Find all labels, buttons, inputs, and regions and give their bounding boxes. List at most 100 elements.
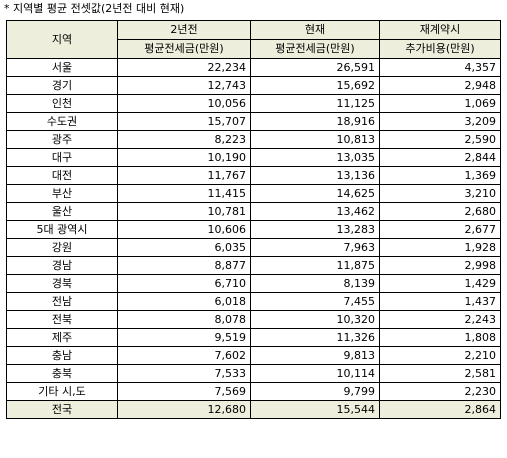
region-cell: 인천 [6, 94, 118, 113]
current-price-cell: 15,692 [250, 76, 380, 95]
header-extra-bottom: 추가비용(만원) [379, 39, 501, 59]
region-cell: 강원 [6, 238, 118, 257]
before-price-cell: 7,533 [117, 364, 251, 383]
region-cell: 광주 [6, 130, 118, 149]
current-price-cell: 10,813 [250, 130, 380, 149]
table-row: 전북 8,078 10,320 2,243 [6, 310, 501, 329]
region-cell: 대구 [6, 148, 118, 167]
extra-cost-cell: 1,928 [379, 238, 501, 257]
header-now-top: 현재 [250, 20, 380, 40]
before-price-cell: 10,190 [117, 148, 251, 167]
before-price-cell: 11,767 [117, 166, 251, 185]
table-row: 서울 22,234 26,591 4,357 [6, 58, 501, 77]
extra-cost-cell: 2,677 [379, 220, 501, 239]
before-price-cell: 8,223 [117, 130, 251, 149]
before-price-cell: 10,606 [117, 220, 251, 239]
extra-cost-cell: 2,998 [379, 256, 501, 275]
current-price-cell: 10,114 [250, 364, 380, 383]
extra-cost-cell: 1,429 [379, 274, 501, 293]
region-cell: 경북 [6, 274, 118, 293]
region-cell: 기타 시,도 [6, 382, 118, 401]
before-price-cell: 8,877 [117, 256, 251, 275]
current-price-cell: 26,591 [250, 58, 380, 77]
before-price-cell: 6,035 [117, 238, 251, 257]
current-price-cell: 7,455 [250, 292, 380, 311]
header-row-bottom: 평균전세금(만원) 평균전세금(만원) 추가비용(만원) [7, 39, 501, 59]
header-region: 지역 [6, 20, 118, 59]
region-cell: 제주 [6, 328, 118, 347]
header-before-top: 2년전 [117, 20, 251, 40]
jeonse-price-table: 지역 2년전 현재 재계약시 평균전세금(만원) 평균전세금(만원) 추가비용(… [6, 20, 501, 419]
table-row: 부산 11,415 14,625 3,210 [6, 184, 501, 203]
extra-cost-cell: 4,357 [379, 58, 501, 77]
current-price-cell: 11,125 [250, 94, 380, 113]
table-row: 제주 9,519 11,326 1,808 [6, 328, 501, 347]
table-row: 울산 10,781 13,462 2,680 [6, 202, 501, 221]
current-price-cell: 11,875 [250, 256, 380, 275]
before-price-cell: 10,781 [117, 202, 251, 221]
table-row: 기타 시,도 7,569 9,799 2,230 [6, 382, 501, 401]
table-row: 충북 7,533 10,114 2,581 [6, 364, 501, 383]
before-price-cell: 11,415 [117, 184, 251, 203]
current-price-cell: 14,625 [250, 184, 380, 203]
current-price-cell: 13,283 [250, 220, 380, 239]
current-price-cell: 13,136 [250, 166, 380, 185]
current-price-cell: 9,813 [250, 346, 380, 365]
current-price-cell: 9,799 [250, 382, 380, 401]
table-caption: * 지역별 평균 전셋값(2년전 대비 현재) [4, 2, 185, 15]
header-extra-top: 재계약시 [379, 20, 501, 40]
current-price-cell: 13,035 [250, 148, 380, 167]
before-price-cell: 12,743 [117, 76, 251, 95]
current-price-cell: 18,916 [250, 112, 380, 131]
table-row: 수도권 15,707 18,916 3,209 [6, 112, 501, 131]
region-cell: 경남 [6, 256, 118, 275]
before-price-cell: 6,710 [117, 274, 251, 293]
extra-cost-cell: 3,210 [379, 184, 501, 203]
region-cell: 5대 광역시 [6, 220, 118, 239]
table-body: 서울 22,234 26,591 4,357 경기 12,743 15,692 2,948 인천… [6, 58, 501, 419]
header-now-bottom: 평균전세금(만원) [250, 39, 380, 59]
before-price-cell: 6,018 [117, 292, 251, 311]
table-header: 지역 2년전 현재 재계약시 평균전세금(만원) 평균전세금(만원) 추가비용(… [6, 20, 501, 59]
current-price-cell: 10,320 [250, 310, 380, 329]
before-price-cell: 8,078 [117, 310, 251, 329]
table-row: 경기 12,743 15,692 2,948 [6, 76, 501, 95]
region-cell: 전북 [6, 310, 118, 329]
table-row: 대구 10,190 13,035 2,844 [6, 148, 501, 167]
current-price-cell: 8,139 [250, 274, 380, 293]
extra-cost-cell: 2,210 [379, 346, 501, 365]
extra-cost-cell: 2,948 [379, 76, 501, 95]
current-price-cell: 15,544 [250, 400, 380, 419]
current-price-cell: 13,462 [250, 202, 380, 221]
header-before-bottom: 평균전세금(만원) [117, 39, 251, 59]
table-row: 전남 6,018 7,455 1,437 [6, 292, 501, 311]
extra-cost-cell: 2,864 [379, 400, 501, 419]
table-row: 경남 8,877 11,875 2,998 [6, 256, 501, 275]
region-cell: 전남 [6, 292, 118, 311]
table-row: 충남 7,602 9,813 2,210 [6, 346, 501, 365]
extra-cost-cell: 1,369 [379, 166, 501, 185]
region-cell: 서울 [6, 58, 118, 77]
extra-cost-cell: 1,437 [379, 292, 501, 311]
extra-cost-cell: 1,069 [379, 94, 501, 113]
table-row: 5대 광역시 10,606 13,283 2,677 [6, 220, 501, 239]
current-price-cell: 7,963 [250, 238, 380, 257]
extra-cost-cell: 3,209 [379, 112, 501, 131]
before-price-cell: 15,707 [117, 112, 251, 131]
table-row: 대전 11,767 13,136 1,369 [6, 166, 501, 185]
table-row: 강원 6,035 7,963 1,928 [6, 238, 501, 257]
region-cell: 충남 [6, 346, 118, 365]
header-row-top: 지역 2년전 현재 재계약시 [6, 20, 501, 59]
table-row: 경북 6,710 8,139 1,429 [6, 274, 501, 293]
table-row: 광주 8,223 10,813 2,590 [6, 130, 501, 149]
extra-cost-cell: 2,581 [379, 364, 501, 383]
total-row: 전국 12,680 15,544 2,864 [6, 400, 501, 419]
extra-cost-cell: 2,230 [379, 382, 501, 401]
before-price-cell: 7,569 [117, 382, 251, 401]
region-cell: 부산 [6, 184, 118, 203]
before-price-cell: 12,680 [117, 400, 251, 419]
extra-cost-cell: 2,243 [379, 310, 501, 329]
extra-cost-cell: 1,808 [379, 328, 501, 347]
region-cell: 충북 [6, 364, 118, 383]
extra-cost-cell: 2,590 [379, 130, 501, 149]
